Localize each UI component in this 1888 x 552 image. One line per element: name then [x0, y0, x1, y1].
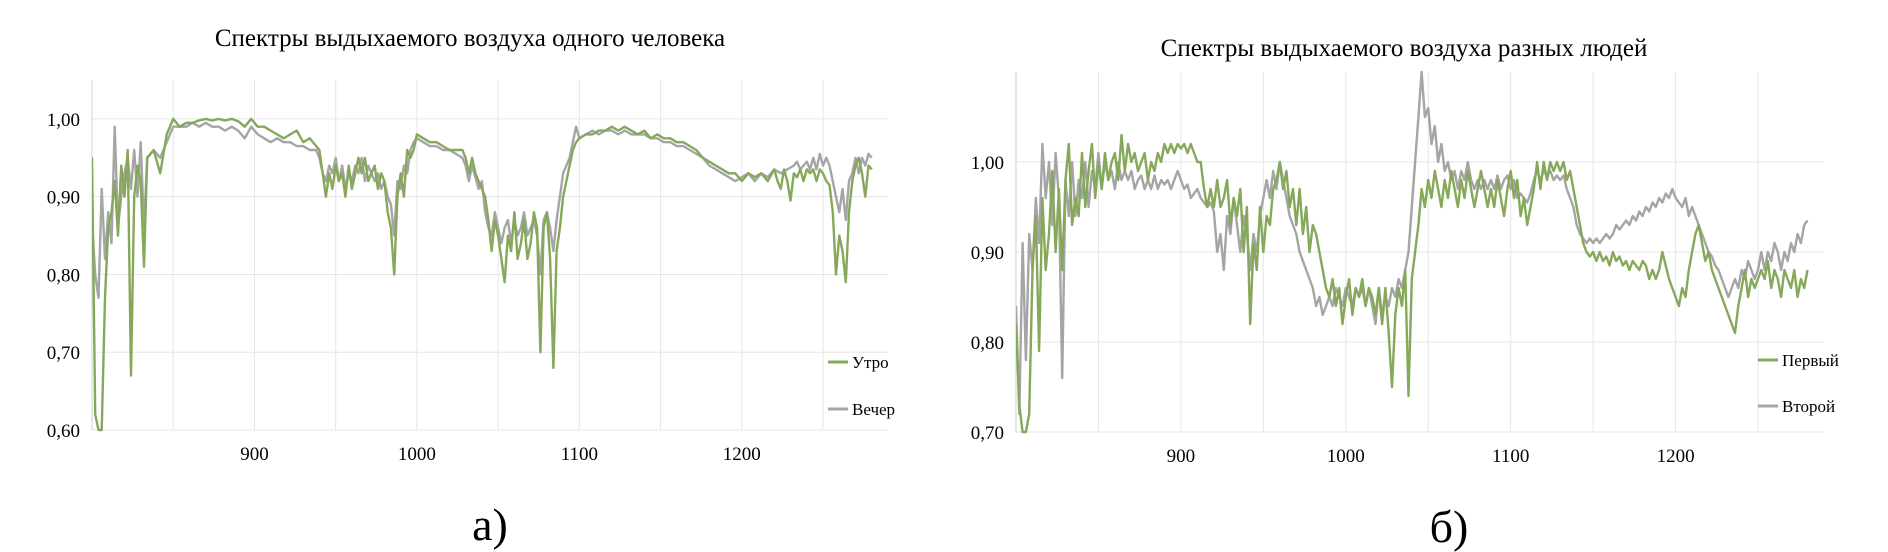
x-tick-label: 1200: [1657, 446, 1695, 467]
x-tick-label: 1000: [398, 444, 436, 465]
chart-b: Спектры выдыхаемого воздуха разных людей…: [971, 35, 1839, 552]
y-tick-label: 0,90: [47, 188, 80, 209]
legend-label: Второй: [1782, 397, 1835, 416]
series-line-second: [92, 121, 873, 299]
y-tick-label: 0,60: [47, 421, 80, 442]
chart-panel-b: Спектры выдыхаемого воздуха разных людей…: [944, 0, 1888, 552]
legend-label: Утро: [852, 353, 889, 372]
x-tick-label: 1000: [1327, 446, 1365, 467]
panel-label: а): [472, 499, 508, 550]
chart-panel-a: Спектры выдыхаемого воздуха одного челов…: [47, 25, 895, 550]
legend-label: Первый: [1782, 351, 1839, 370]
chart-title: Спектры выдыхаемого воздуха разных людей: [1161, 35, 1648, 62]
y-tick-label: 0,80: [47, 265, 80, 286]
y-tick-label: 1,00: [47, 110, 80, 131]
gridlines: [1016, 72, 1824, 433]
x-tick-label: 900: [1167, 446, 1196, 467]
series-lines: [1016, 70, 1809, 434]
gridlines: [92, 80, 888, 431]
x-tick-label: 1100: [561, 444, 598, 465]
x-tick-label: 1200: [723, 444, 761, 465]
panel-label: б): [1430, 501, 1469, 552]
series-line-second: [1016, 70, 1809, 416]
x-tick-label: 900: [240, 444, 269, 465]
chart-title: Спектры выдыхаемого воздуха одного челов…: [215, 25, 725, 52]
series-lines: [92, 117, 873, 432]
series-line-first: [92, 117, 873, 432]
y-tick-label: 0,70: [47, 343, 80, 364]
legend: Первый Второй: [1758, 351, 1839, 416]
legend: Утро Вечер: [828, 353, 895, 419]
x-tick-label: 1100: [1492, 446, 1529, 467]
y-tick-label: 0,70: [971, 423, 1004, 444]
y-tick-label: 0,90: [971, 243, 1004, 264]
series-line-first: [1016, 133, 1809, 434]
y-tick-label: 1,00: [971, 153, 1004, 174]
y-tick-label: 0,80: [971, 333, 1004, 354]
legend-label: Вечер: [852, 400, 895, 419]
chart-a: Спектры выдыхаемого воздуха одного челов…: [47, 25, 895, 550]
